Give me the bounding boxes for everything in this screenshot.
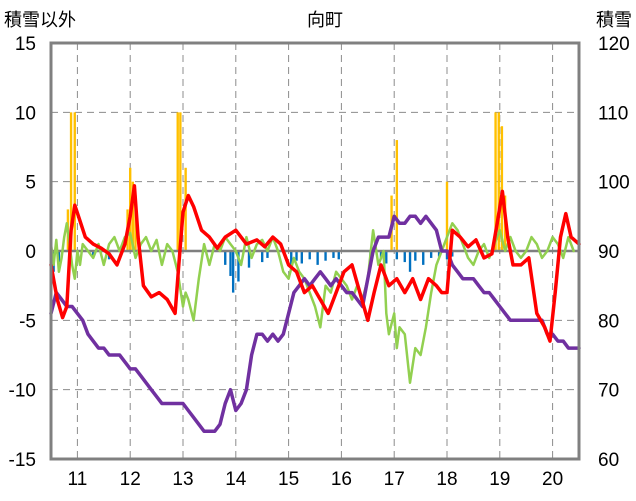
bar xyxy=(385,251,388,264)
bar xyxy=(247,251,251,268)
bar xyxy=(308,251,311,260)
bar xyxy=(73,112,76,251)
bar xyxy=(337,251,340,260)
bar xyxy=(266,251,269,258)
bar xyxy=(92,251,95,257)
bar xyxy=(131,181,135,251)
left-tick-label: -10 xyxy=(9,381,36,402)
bar xyxy=(231,251,235,293)
bar xyxy=(395,140,399,251)
bar xyxy=(224,251,227,265)
series-line xyxy=(49,222,575,384)
right-axis-label: 積雪 xyxy=(596,10,632,31)
bar xyxy=(494,112,497,251)
bar xyxy=(403,251,406,263)
bar xyxy=(229,251,232,276)
right-tick-label: 90 xyxy=(598,242,619,263)
right-tick-label: 70 xyxy=(598,381,619,402)
series-line xyxy=(49,214,581,434)
bar xyxy=(57,251,61,263)
axis-labels: 向町 積雪以外 積雪 xyxy=(4,10,632,31)
left-axis-label: 積雪以外 xyxy=(4,10,76,31)
x-tick-label: 19 xyxy=(489,469,510,490)
left-tick-label: -15 xyxy=(9,450,36,471)
bar xyxy=(324,251,327,261)
bar xyxy=(445,181,449,251)
bar xyxy=(295,251,298,261)
plot-area-frame xyxy=(49,41,581,461)
bar xyxy=(451,251,454,257)
right-tick-label: 60 xyxy=(598,450,619,471)
bar xyxy=(316,251,319,265)
bar xyxy=(408,251,412,272)
bar xyxy=(332,251,335,258)
bar xyxy=(395,251,399,260)
x-tick-label: 16 xyxy=(331,469,352,490)
bar xyxy=(414,251,417,261)
bar xyxy=(497,112,500,251)
bar xyxy=(290,251,293,265)
bar xyxy=(176,112,179,251)
left-tick-label: -5 xyxy=(19,311,36,332)
right-tick-label: 110 xyxy=(598,103,628,124)
bar xyxy=(437,251,441,257)
bar-series xyxy=(52,112,507,293)
right-tick-label: 100 xyxy=(598,173,630,194)
x-tick-label: 14 xyxy=(225,469,247,490)
left-tick-label: 15 xyxy=(15,34,36,55)
bar xyxy=(261,251,264,263)
left-tick-label: 5 xyxy=(25,173,36,194)
x-tick-label: 18 xyxy=(436,469,457,490)
bar xyxy=(500,126,504,251)
x-tick-label: 11 xyxy=(68,469,88,490)
line-series xyxy=(49,184,581,434)
series-line xyxy=(49,184,581,343)
bar xyxy=(179,112,182,251)
right-tick-label: 80 xyxy=(598,311,619,332)
left-tick-label: 10 xyxy=(15,103,36,124)
bar xyxy=(69,112,73,251)
tick-labels: 15 10 5 0 -5 -10 -15 120 110 100 90 80 70 60 11 12 13 14 1… xyxy=(9,34,630,490)
chart-title: 向町 xyxy=(307,10,343,31)
x-tick-label: 13 xyxy=(172,469,193,490)
x-tick-label: 12 xyxy=(120,469,141,490)
x-tick-label: 20 xyxy=(542,469,563,490)
right-tick-label: 120 xyxy=(598,34,630,55)
bar xyxy=(237,251,240,282)
bar xyxy=(300,251,303,264)
bar xyxy=(422,251,425,265)
bar xyxy=(429,251,433,258)
left-tick-label: 0 xyxy=(25,242,36,263)
x-tick-label: 15 xyxy=(278,469,299,490)
x-tick-label: 17 xyxy=(384,469,405,490)
